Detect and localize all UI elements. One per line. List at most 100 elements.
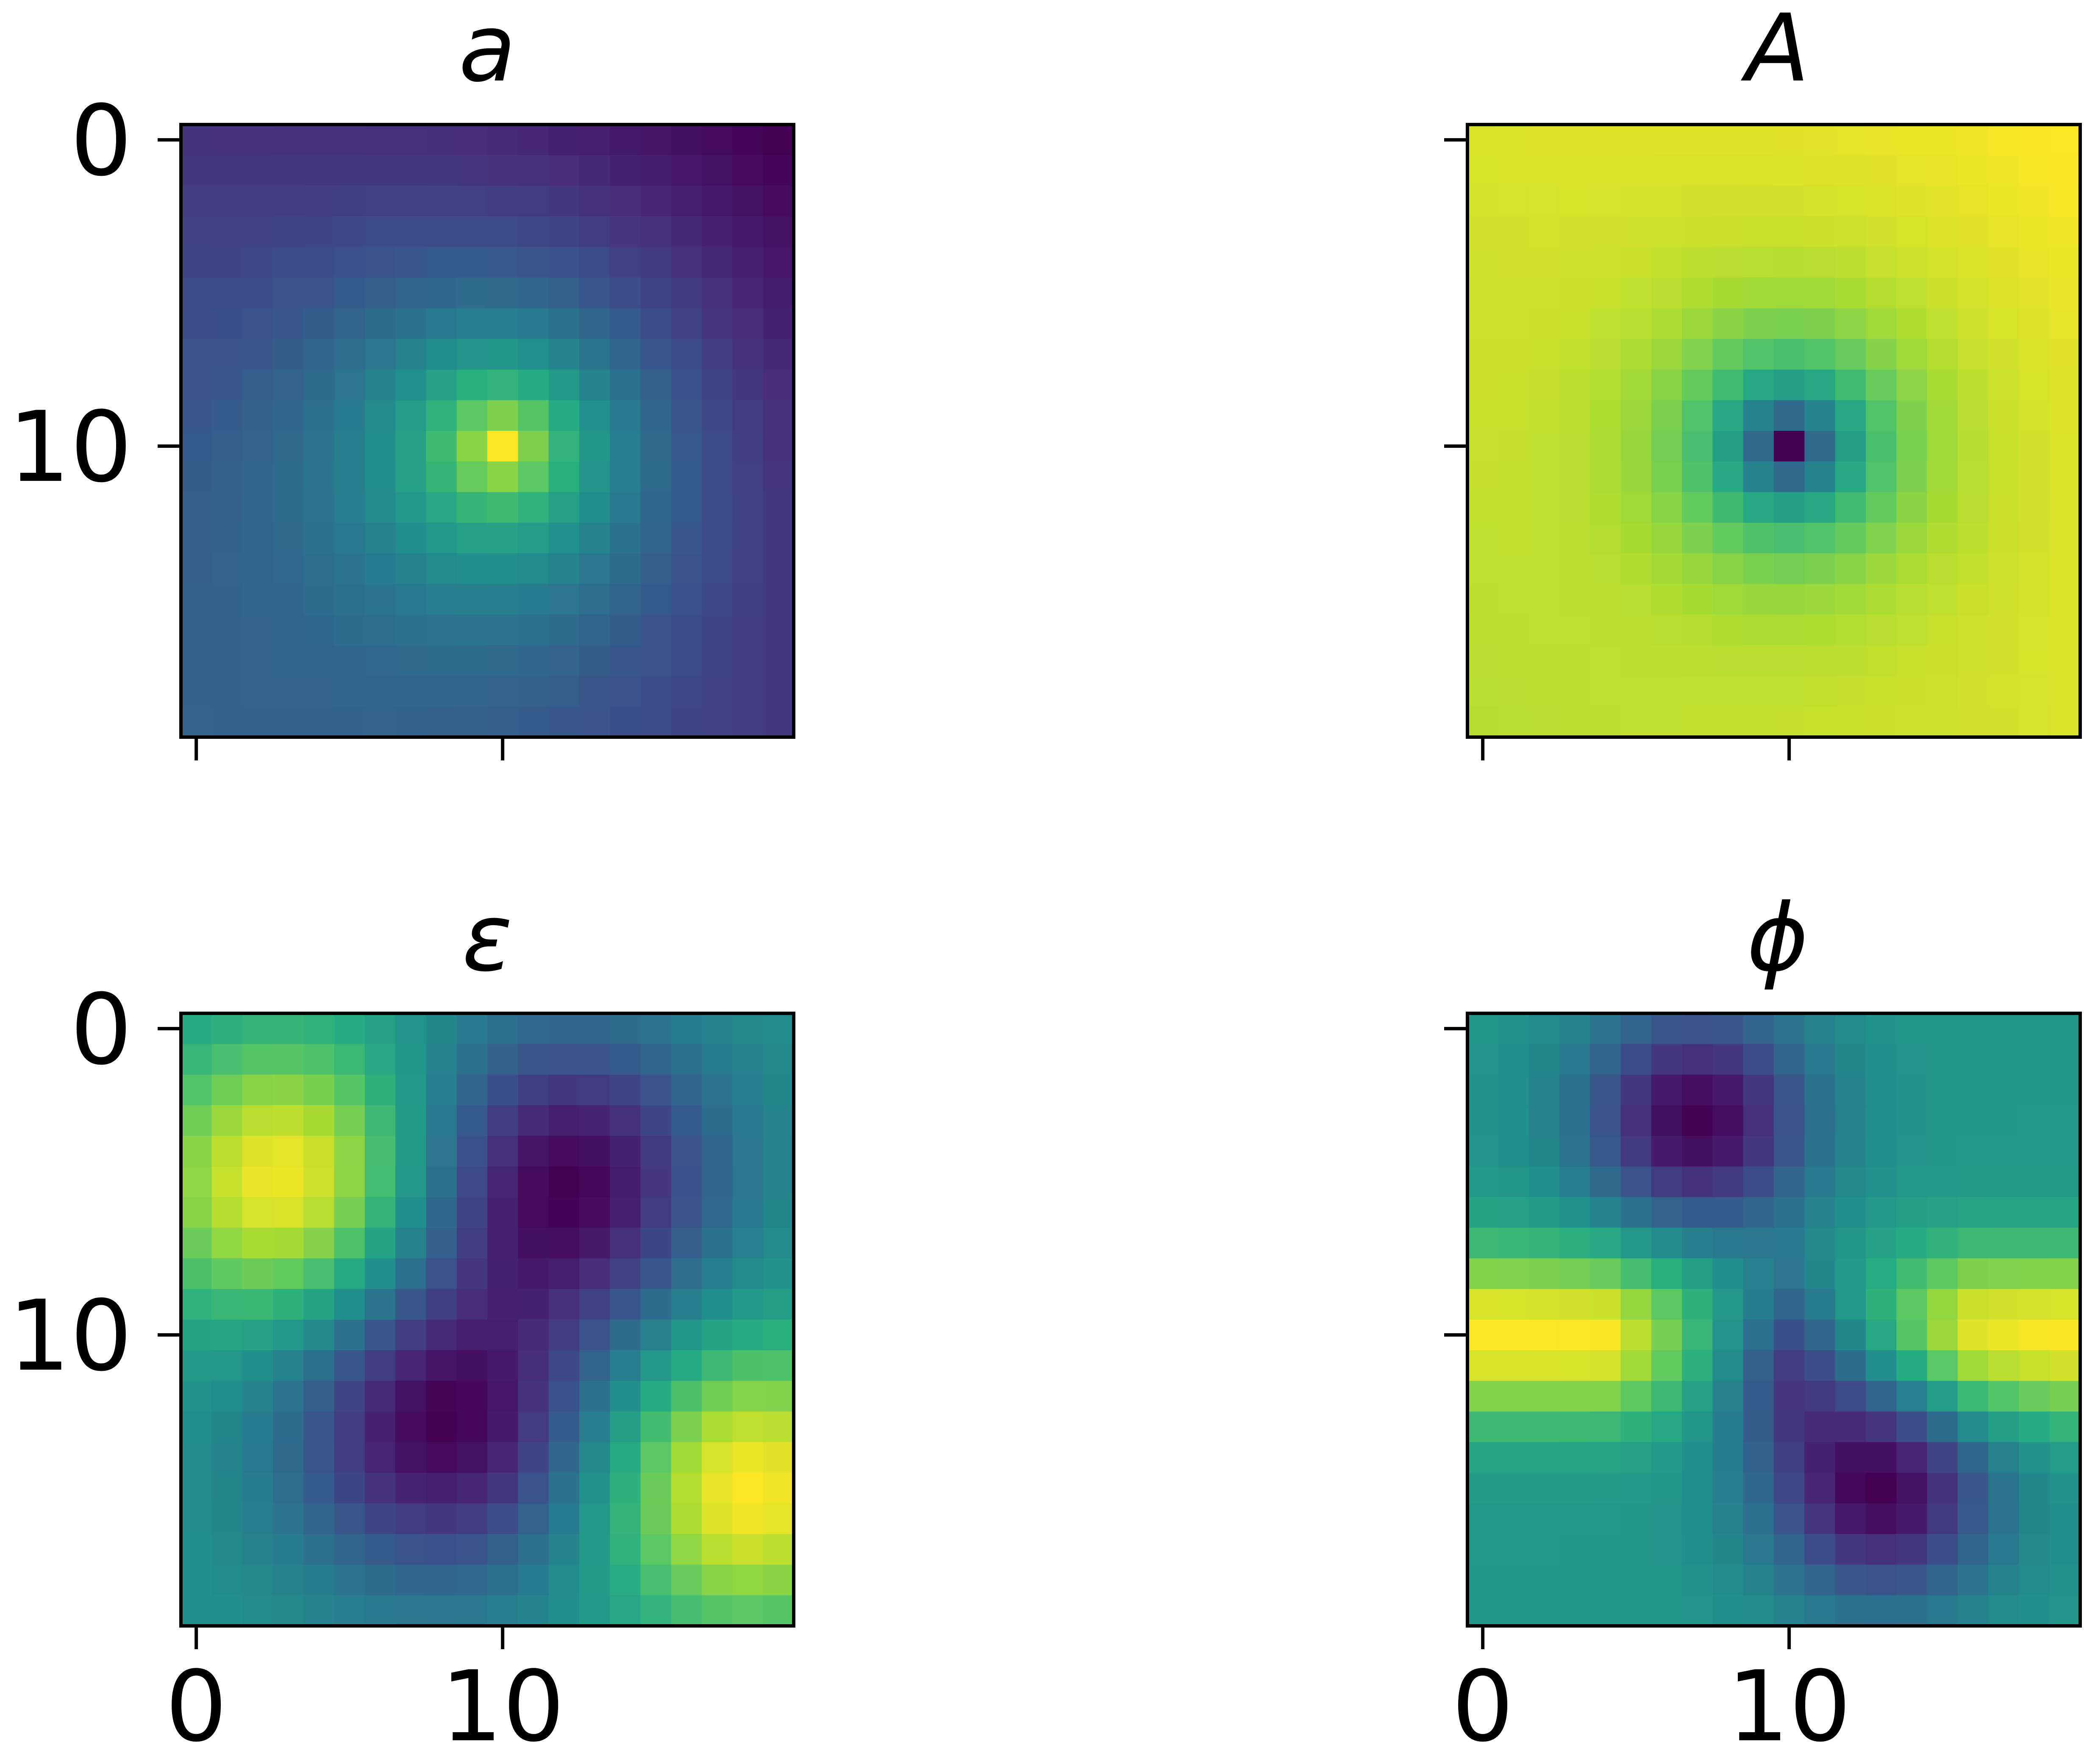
heatmap-cell	[671, 1503, 702, 1534]
heatmap-cell	[1712, 155, 1744, 186]
heatmap-cell	[640, 369, 672, 401]
heatmap-cell	[1712, 186, 1744, 217]
heatmap-cell	[1988, 277, 2019, 309]
heatmap-cell	[1620, 155, 1652, 186]
heatmap-cell	[1774, 155, 1805, 186]
heatmap-cell	[1896, 247, 1928, 278]
heatmap-cell	[426, 1289, 457, 1320]
heatmap-cell	[732, 461, 764, 493]
heatmap-cell	[1559, 553, 1590, 585]
heatmap-cell	[1804, 125, 1836, 155]
heatmap-cell	[1774, 1595, 1805, 1626]
heatmap-cell	[334, 1350, 365, 1381]
heatmap-cell	[579, 1381, 610, 1412]
heatmap-cell	[211, 676, 243, 707]
heatmap-cell	[1620, 706, 1652, 738]
heatmap-cell	[456, 247, 488, 278]
heatmap-cell	[1682, 1166, 1713, 1198]
heatmap-cell	[640, 186, 672, 217]
heatmap-cell	[1927, 1197, 1958, 1228]
heatmap-cell	[272, 1289, 304, 1320]
heatmap-cell	[211, 125, 243, 155]
heatmap-cell	[1467, 277, 1498, 309]
heatmap-cell	[2019, 522, 2050, 554]
heatmap-cell	[1620, 1350, 1652, 1381]
heatmap-cell	[518, 1044, 549, 1075]
heatmap-cell	[334, 400, 365, 431]
heatmap-cell	[181, 1442, 212, 1473]
heatmap-cell	[1498, 461, 1529, 493]
heatmap-cell	[1865, 1320, 1897, 1351]
heatmap-cell	[732, 1228, 764, 1259]
heatmap-cell	[1988, 1013, 2019, 1044]
heatmap-cell	[1498, 1074, 1529, 1106]
heatmap-cell	[334, 1503, 365, 1534]
heatmap-cell	[702, 1442, 733, 1473]
heatmap-cell	[640, 1564, 672, 1596]
heatmap-cell	[1712, 1442, 1744, 1473]
heatmap-cell	[456, 1595, 488, 1626]
heatmap-cell	[1835, 1074, 1866, 1106]
heatmap-cell	[732, 1258, 764, 1290]
heatmap-cell	[763, 1136, 794, 1167]
heatmap-cell	[1896, 1258, 1928, 1290]
x-tick-label: 10	[1727, 1650, 1851, 1764]
heatmap-cell	[1804, 1136, 1836, 1167]
heatmap-cell	[272, 186, 304, 217]
heatmap-cell	[2049, 1350, 2081, 1381]
heatmap-cell	[456, 676, 488, 707]
heatmap-cell	[1804, 1320, 1836, 1351]
heatmap-cell	[1467, 706, 1498, 738]
heatmap-cell	[579, 1534, 610, 1565]
heatmap-cell	[1743, 1473, 1774, 1504]
heatmap-cell	[334, 186, 365, 217]
heatmap-cell	[211, 553, 243, 585]
heatmap-cell	[1712, 614, 1744, 646]
heatmap-cell	[610, 1564, 641, 1596]
heatmap-cell	[1559, 645, 1590, 676]
heatmap-cell	[732, 339, 764, 370]
heatmap-cell	[1682, 1350, 1713, 1381]
heatmap-cell	[181, 1473, 212, 1504]
heatmap-cell	[1743, 125, 1774, 155]
heatmap-cell	[1865, 431, 1897, 462]
heatmap-cell	[1682, 1595, 1713, 1626]
heatmap-cell	[548, 369, 580, 401]
heatmap-cell	[2049, 1228, 2081, 1259]
heatmap-cell	[1774, 522, 1805, 554]
heatmap-cell	[1559, 369, 1590, 401]
heatmap-cell	[2019, 645, 2050, 676]
heatmap-cell	[181, 1534, 212, 1565]
heatmap-cell	[548, 1320, 580, 1351]
heatmap-cell	[364, 1013, 396, 1044]
heatmap-cell	[1927, 461, 1958, 493]
heatmap-cell	[1467, 1320, 1498, 1351]
heatmap-cell	[1774, 1289, 1805, 1320]
heatmap-cell	[303, 1350, 335, 1381]
heatmap-cell	[1774, 1411, 1805, 1442]
heatmap-cell	[1590, 400, 1621, 431]
heatmap-cell	[1620, 1534, 1652, 1565]
heatmap-cell	[242, 1166, 273, 1198]
heatmap-cell	[1651, 186, 1682, 217]
heatmap-cell	[456, 1258, 488, 1290]
heatmap-cell	[211, 461, 243, 493]
heatmap-cell	[1865, 522, 1897, 554]
heatmap-cell	[1865, 676, 1897, 707]
heatmap-cell	[702, 277, 733, 309]
heatmap-cell	[272, 676, 304, 707]
heatmap-cell	[2049, 522, 2081, 554]
heatmap-cell	[364, 400, 396, 431]
heatmap-cell	[1559, 1381, 1590, 1412]
heatmap-cell	[1774, 1442, 1805, 1473]
heatmap-cell	[579, 522, 610, 554]
heatmap-cell	[181, 1197, 212, 1228]
heatmap-cell	[426, 676, 457, 707]
heatmap-cell	[1957, 1534, 1989, 1565]
heatmap-cell	[334, 676, 365, 707]
heatmap-cell	[732, 1136, 764, 1167]
heatmap-cell	[1804, 369, 1836, 401]
heatmap-cell	[1804, 706, 1836, 738]
heatmap-cell	[426, 1228, 457, 1259]
heatmap-cell	[1743, 614, 1774, 646]
